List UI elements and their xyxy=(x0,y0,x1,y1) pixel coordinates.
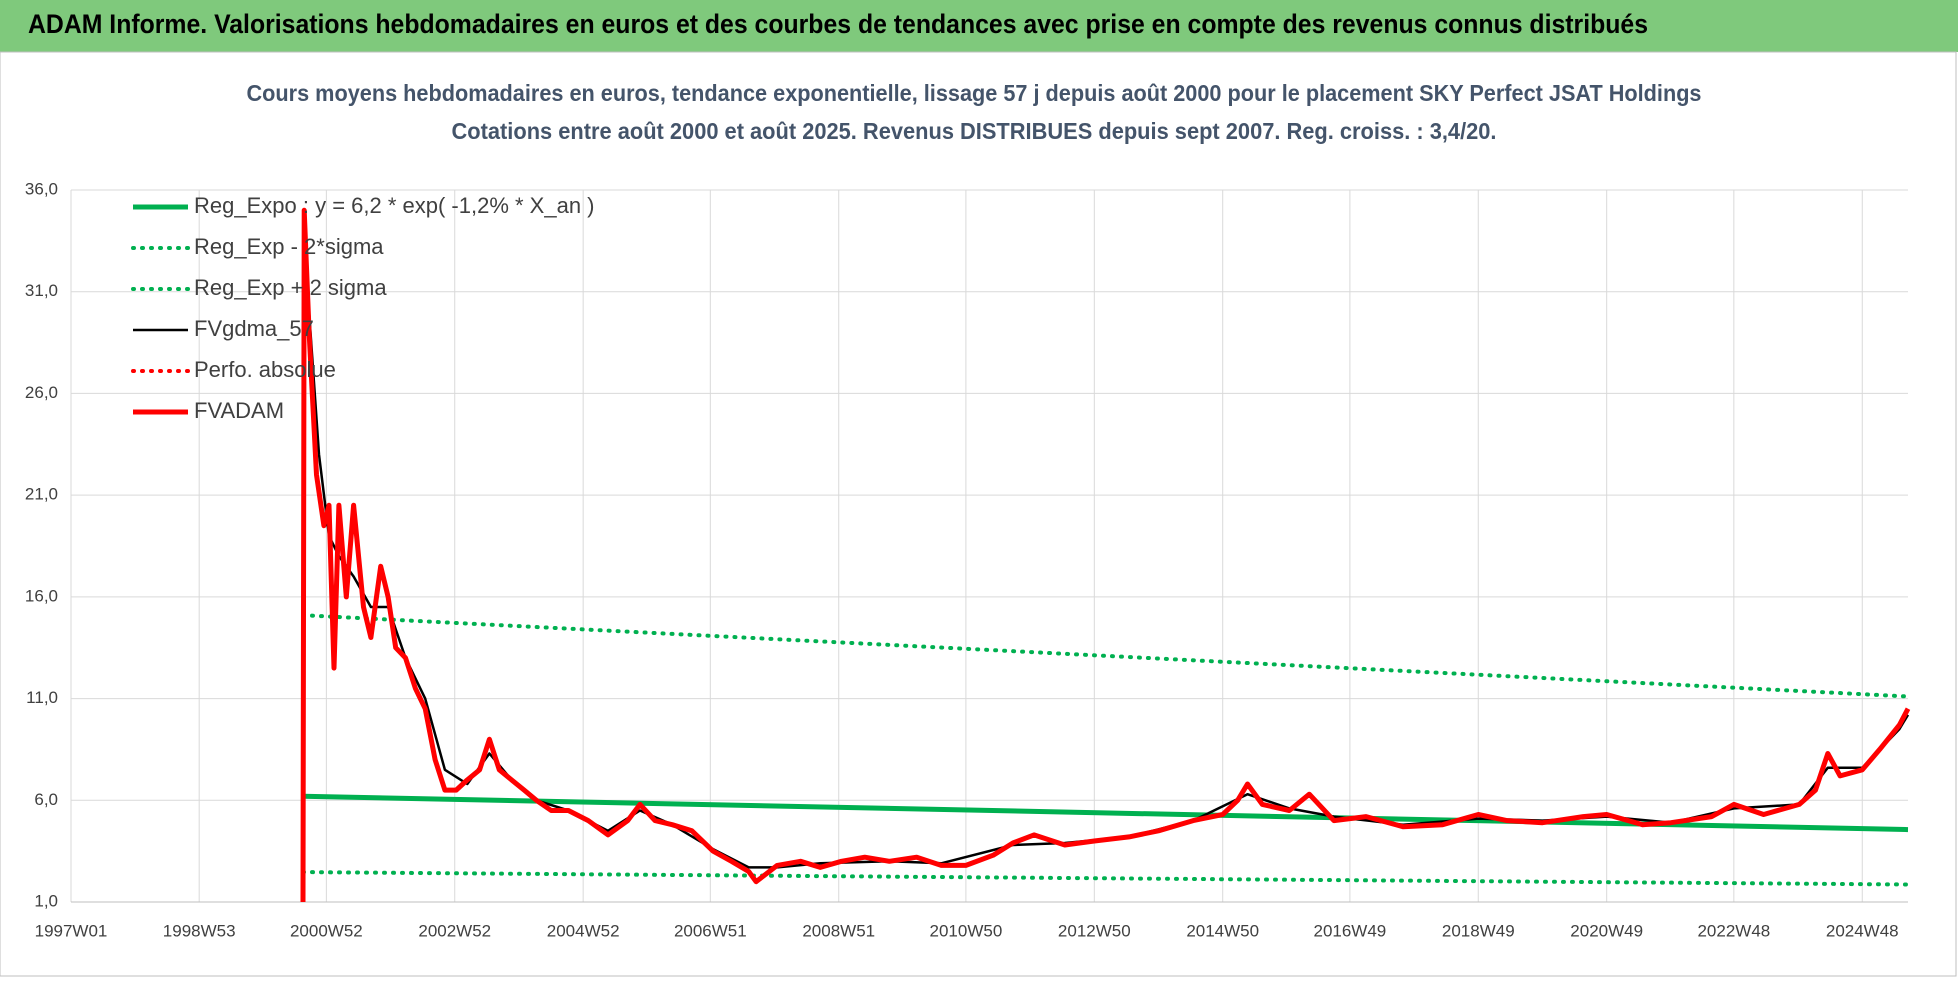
x-tick-label: 2024W48 xyxy=(1826,921,1899,940)
chart-subtitle: Cotations entre août 2000 et août 2025. … xyxy=(452,118,1497,144)
y-tick-label: 21,0 xyxy=(25,485,58,504)
legend-label: Reg_Exp - 2*sigma xyxy=(194,234,384,259)
x-tick-label: 2002W52 xyxy=(418,921,491,940)
y-tick-label: 1,0 xyxy=(34,891,58,910)
header-bar xyxy=(0,0,1958,52)
legend-label: Perfo. absolue xyxy=(194,357,336,382)
y-tick-label: 16,0 xyxy=(25,586,58,605)
x-tick-label: 2012W50 xyxy=(1058,921,1131,940)
y-tick-label: 31,0 xyxy=(25,281,58,300)
x-tick-label: 2014W50 xyxy=(1186,921,1259,940)
series-line xyxy=(307,312,1910,869)
legend-label: Reg_Exp + 2 sigma xyxy=(194,275,387,300)
y-tick-label: 6,0 xyxy=(34,790,58,809)
chart-title: Cours moyens hebdomadaires en euros, ten… xyxy=(247,80,1702,106)
x-tick-label: 2000W52 xyxy=(290,921,363,940)
y-tick-label: 11,0 xyxy=(26,688,58,707)
series-line xyxy=(301,613,1910,699)
series-line xyxy=(300,207,1911,903)
y-tick-label: 26,0 xyxy=(25,383,58,402)
x-tick-label: 2020W49 xyxy=(1570,921,1643,940)
series-line xyxy=(301,870,1910,887)
x-tick-label: 2006W51 xyxy=(674,921,747,940)
legend-label: FVgdma_57 xyxy=(194,316,314,341)
legend-label: FVADAM xyxy=(194,398,284,423)
legend-label: Reg_Expo : y = 6,2 * exp( -1,2% * X_an ) xyxy=(194,193,595,218)
chart-border xyxy=(0,51,1957,977)
x-tick-label: 2022W48 xyxy=(1697,921,1770,940)
x-tick-label: 1997W01 xyxy=(35,921,108,940)
x-tick-label: 2008W51 xyxy=(802,921,875,940)
x-tick-label: 2010W50 xyxy=(930,921,1003,940)
x-tick-label: 2004W52 xyxy=(547,921,620,940)
x-tick-label: 1998W53 xyxy=(163,921,236,940)
x-tick-label: 2016W49 xyxy=(1313,921,1386,940)
header-title: ADAM Informe. Valorisations hebdomadaire… xyxy=(28,9,1648,39)
y-tick-label: 36,0 xyxy=(25,179,58,198)
x-tick-label: 2018W49 xyxy=(1442,921,1515,940)
